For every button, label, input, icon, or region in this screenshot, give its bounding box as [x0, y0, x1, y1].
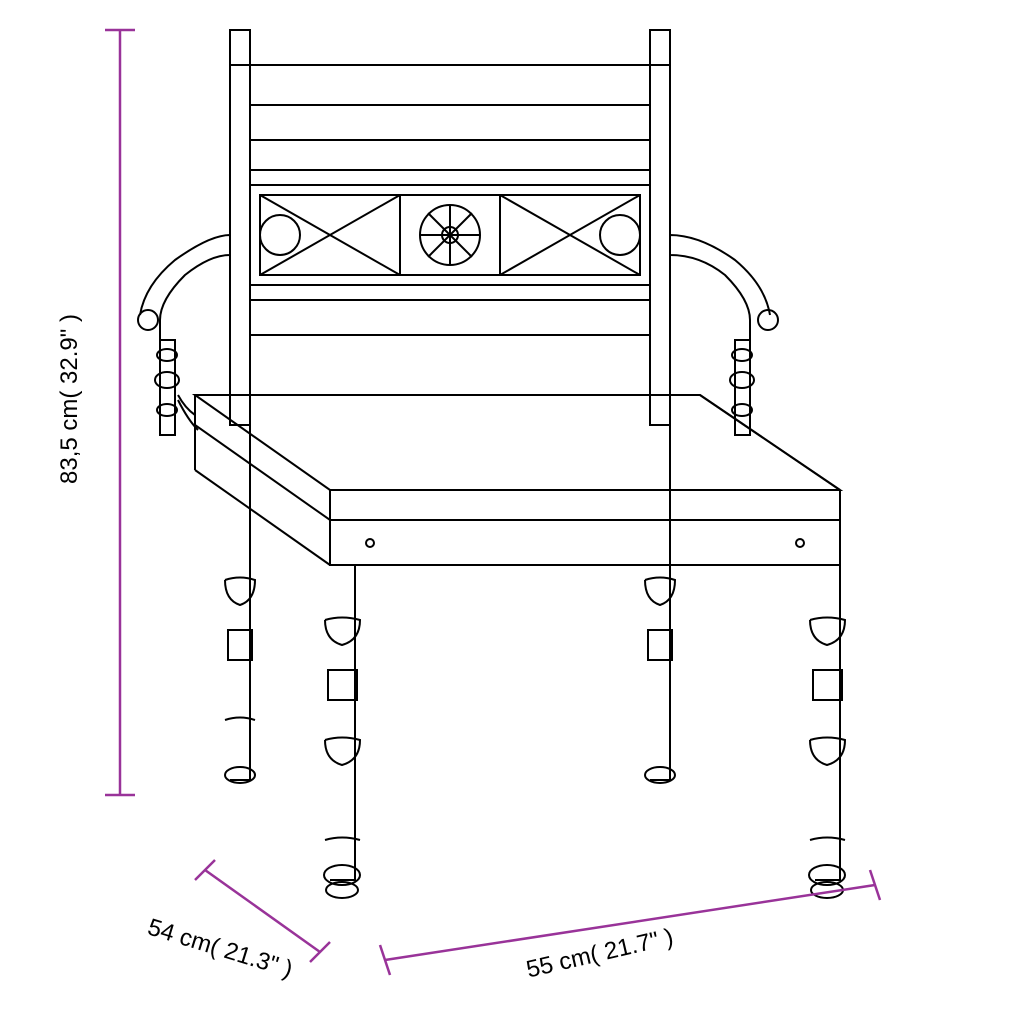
- height-cm: 83,5 cm: [56, 399, 83, 484]
- chair-drawing: [0, 0, 1024, 1024]
- height-dimension-label: 83,5 cm( 32.9" ): [56, 324, 84, 484]
- height-inches: 32.9": [56, 329, 83, 384]
- diagram-container: 83,5 cm( 32.9" ) 54 cm( 21.3" ) 55 cm( 2…: [0, 0, 1024, 1024]
